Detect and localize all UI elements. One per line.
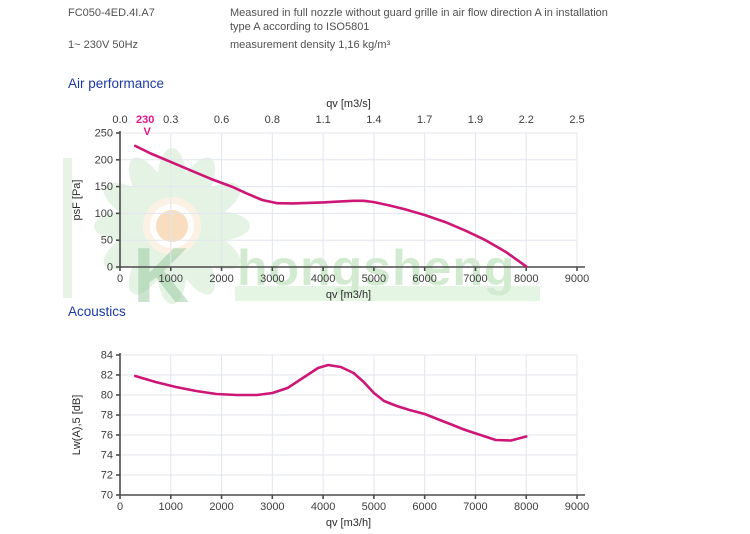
y-tick-label: 84: [101, 350, 113, 362]
density-note: measurement density 1,16 kg/m³: [230, 39, 391, 51]
secondary-x-tick-label: 1.9: [468, 114, 483, 126]
secondary-x-tick-label: 1.4: [366, 114, 381, 126]
y-tick-label: 80: [101, 390, 113, 402]
y-tick-label: 200: [95, 154, 113, 166]
y-tick-label: 76: [101, 430, 113, 442]
x-tick-label: 5000: [362, 273, 386, 285]
watermark-underline-bar: [235, 286, 540, 301]
secondary-x-tick-label: 0.8: [265, 114, 280, 126]
y-tick-label: 50: [101, 235, 113, 247]
secondary-x-tick-label: 0.0: [112, 114, 127, 126]
x-axis-title: qv [m3/h]: [326, 517, 371, 529]
x-tick-label: 0: [117, 273, 123, 285]
x-tick-label: 7000: [463, 273, 487, 285]
x-tick-label: 3000: [260, 501, 284, 513]
data-curve-230V: [133, 363, 528, 442]
y-axis-title: psF [Pa]: [71, 180, 83, 221]
secondary-x-tick-label: 1.1: [315, 114, 330, 126]
x-tick-label: 7000: [463, 501, 487, 513]
y-tick-label: 82: [101, 370, 113, 382]
y-axis-title: Lw(A),5 [dB]: [71, 395, 83, 456]
data-curve-230V: [133, 144, 528, 268]
x-tick-label: 2000: [209, 501, 233, 513]
x-tick-label: 4000: [311, 273, 335, 285]
acoustics-chart: 0 1000 2000 3000 4000 5000 6000 7000 8000 9000 70 7…: [60, 340, 620, 534]
x-axis-title: qv [m3/h]: [326, 289, 371, 301]
section-title-air-performance: Air performance: [68, 76, 165, 91]
x-tick-label: 9000: [565, 501, 589, 513]
x-tick-label: 6000: [412, 501, 436, 513]
model-number: FC050-4ED.4I.A7: [68, 7, 155, 19]
secondary-x-tick-label: 2.2: [519, 114, 534, 126]
watermark-text: hongsheng: [237, 240, 515, 296]
x-tick-label: 9000: [565, 273, 589, 285]
x-tick-label: 2000: [209, 273, 233, 285]
watermark-left-bar: [63, 158, 72, 298]
y-tick-label: 78: [101, 410, 113, 422]
x-tick-label: 8000: [514, 501, 538, 513]
x-tick-label: 8000: [514, 273, 538, 285]
watermark-logo-letter: K: [133, 231, 189, 313]
secondary-x-tick-label: 0.3: [163, 114, 178, 126]
x-tick-label: 0: [117, 501, 123, 513]
voltage-curve-label-unit: V: [144, 126, 152, 138]
secondary-x-tick-label: 0.6: [214, 114, 229, 126]
air-performance-chart: 0 1000 2000 3000 4000 5000 6000 7000 8000 9000 0 50…: [60, 95, 620, 312]
fan-logo-hub-center: [156, 210, 188, 242]
x-tick-label: 3000: [260, 273, 284, 285]
air-performance-plot: 0 1000 2000 3000 4000 5000 6000 7000 8000 9000 0 50…: [71, 98, 589, 301]
measurement-description-line1: Measured in full nozzle without guard gr…: [230, 7, 608, 19]
section-title-acoustics: Acoustics: [68, 304, 126, 319]
y-tick-label: 74: [101, 450, 113, 462]
y-tick-label: 70: [101, 490, 113, 502]
secondary-x-tick-label: 2.5: [569, 114, 584, 126]
power-spec: 1~ 230V 50Hz: [68, 39, 139, 51]
y-tick-label: 100: [95, 208, 113, 220]
y-tick-label: 250: [95, 128, 113, 140]
x-tick-label: 1000: [159, 273, 183, 285]
x-tick-label: 1000: [159, 501, 183, 513]
measurement-description: Measured in full nozzle without guard gr…: [230, 6, 680, 34]
measurement-description-line2: type A according to ISO5801: [230, 21, 370, 33]
secondary-x-axis-title: qv [m3/s]: [326, 98, 371, 110]
acoustics-plot: 0 1000 2000 3000 4000 5000 6000 7000 8000 9000 70 7…: [71, 350, 589, 530]
secondary-x-tick-label: 1.7: [417, 114, 432, 126]
voltage-curve-label: 230: [136, 114, 154, 126]
x-tick-label: 6000: [412, 273, 436, 285]
y-tick-label: 0: [107, 262, 113, 274]
x-tick-label: 5000: [362, 501, 386, 513]
y-tick-label: 150: [95, 181, 113, 193]
x-tick-label: 4000: [311, 501, 335, 513]
y-tick-label: 72: [101, 470, 113, 482]
